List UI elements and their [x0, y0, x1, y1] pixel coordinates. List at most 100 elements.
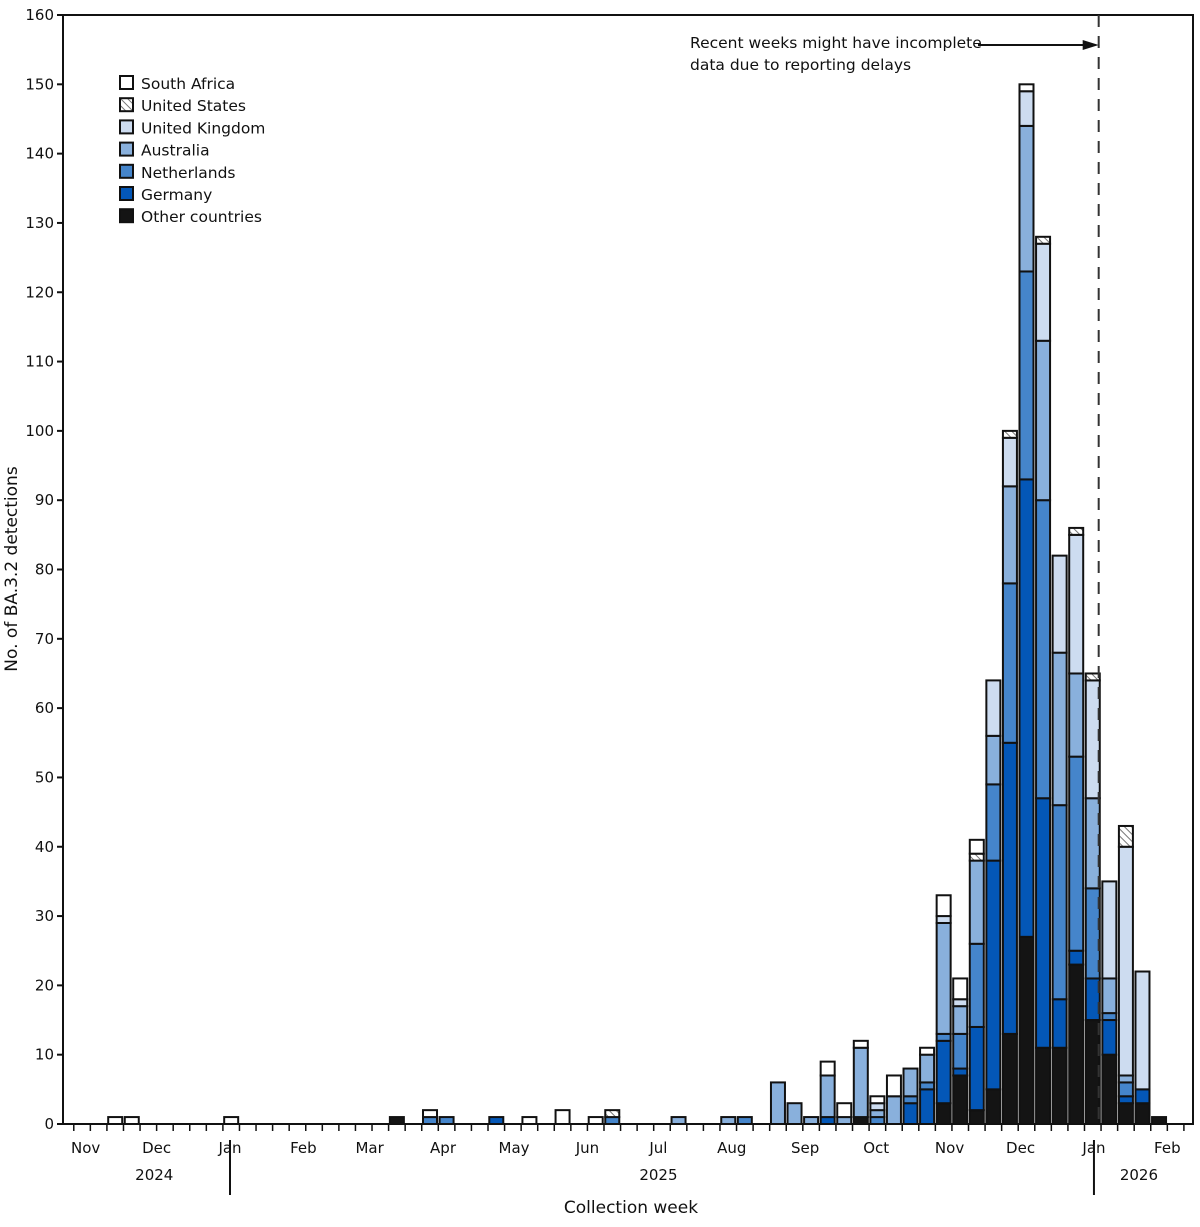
bar-segment-germany	[488, 1116, 505, 1125]
bar-segment-germany	[1035, 797, 1052, 1049]
bar-segment-other-countries	[1018, 935, 1035, 1126]
bar-segment-netherlands	[604, 1116, 621, 1125]
x-month-label: Dec	[1006, 1139, 1035, 1157]
bar-segment-netherlands	[902, 1095, 919, 1105]
bar-segment-united-kingdom	[1084, 679, 1101, 800]
y-tick-label: 160	[25, 6, 54, 24]
legend-label: South Africa	[141, 75, 235, 93]
bar-segment-australia	[836, 1116, 853, 1125]
bars	[107, 83, 1168, 1126]
bar-segment-australia	[670, 1116, 687, 1125]
bar-segment-other-countries	[968, 1109, 985, 1125]
legend-swatch	[119, 208, 134, 224]
y-tick-label: 20	[35, 976, 54, 994]
bar-segment-australia	[1035, 339, 1052, 502]
bar-segment-germany	[1101, 1019, 1118, 1056]
bar-segment-netherlands	[1035, 499, 1052, 800]
y-axis: 0 10 20 30 40 50 60 70 80 90 100 110 120 130 140 150 160	[25, 6, 63, 1133]
x-month-label: Feb	[1154, 1139, 1181, 1157]
x-month-label: Mar	[355, 1139, 384, 1157]
bar-segment-united-kingdom	[869, 1102, 886, 1112]
bar-segment-united-kingdom	[1117, 845, 1134, 1077]
bar-segment-australia	[769, 1081, 786, 1125]
bar-segment-south-africa	[968, 838, 985, 855]
bar-segment-united-states	[1068, 526, 1085, 536]
bar-segment-other-countries	[1051, 1046, 1068, 1125]
bar-segment-other-countries	[1068, 963, 1085, 1125]
x-month-label: Aug	[717, 1139, 746, 1157]
bar-segment-south-africa	[1018, 83, 1035, 93]
bar-segment-south-africa	[919, 1046, 936, 1056]
bar-segment-south-africa	[836, 1102, 853, 1119]
bar-segment-other-countries	[952, 1074, 969, 1125]
bar-segment-australia	[803, 1116, 820, 1125]
bar-segment-australia	[869, 1109, 886, 1119]
legend-label: Germany	[141, 186, 212, 204]
bar-segment-germany	[935, 1039, 952, 1105]
x-axis-title: Collection week	[564, 1198, 698, 1218]
bar-segment-netherlands	[1084, 887, 1101, 980]
bar-segment-south-africa	[422, 1109, 439, 1119]
bar-segment-united-states	[1001, 429, 1018, 439]
bar-segment-netherlands	[935, 1032, 952, 1042]
bar-segment-united-kingdom	[1101, 880, 1118, 980]
bar-segment-netherlands	[1068, 755, 1085, 952]
y-tick-label: 130	[25, 214, 54, 232]
legend-swatch	[119, 163, 134, 179]
bar-segment-united-states	[1035, 235, 1052, 245]
bar-segment-netherlands	[1051, 804, 1068, 1001]
bar-segment-south-africa	[869, 1095, 886, 1105]
annotation: Recent weeks might have incomplete data …	[690, 15, 1100, 1124]
bar-segment-other-countries	[985, 1088, 1002, 1125]
bar-segment-australia	[885, 1095, 902, 1126]
bar-segment-australia	[935, 921, 952, 1035]
bar-segment-australia	[985, 734, 1002, 786]
bar-segment-netherlands	[1101, 1012, 1118, 1022]
bar-segment-australia	[852, 1046, 869, 1119]
bar-segment-united-kingdom	[1018, 90, 1035, 127]
bar-segment-south-africa	[819, 1060, 836, 1077]
y-tick-label: 120	[25, 283, 54, 301]
bar-segment-netherlands	[952, 1032, 969, 1070]
bar-segment-australia	[1051, 651, 1068, 807]
bar-segment-united-kingdom	[1134, 970, 1151, 1091]
bar-segment-united-kingdom	[985, 679, 1002, 737]
bar-segment-other-countries	[1134, 1102, 1151, 1126]
bar-segment-australia	[786, 1102, 803, 1126]
bar-segment-other-countries	[1035, 1046, 1052, 1125]
y-tick-label: 100	[25, 422, 54, 440]
x-year-label: 2026	[1120, 1166, 1158, 1184]
x-month-label: Sep	[791, 1139, 819, 1157]
legend-swatch	[119, 186, 134, 201]
x-axis: Nov Dec Jan Feb Mar Apr May Jun Jul Aug Sep Oct Nov D…	[71, 1124, 1185, 1195]
bar-segment-australia	[1117, 1074, 1134, 1084]
bar-segment-netherlands	[869, 1116, 886, 1125]
x-month-label: Dec	[142, 1139, 171, 1157]
y-tick-label: 60	[35, 699, 54, 717]
x-month-label: Apr	[430, 1139, 457, 1157]
bar-segment-netherlands	[438, 1116, 455, 1125]
bar-segment-united-states	[1117, 824, 1134, 848]
y-axis-title: No. of BA.3.2 detections	[2, 466, 22, 672]
legend: South Africa United States United Kingdom A…	[119, 75, 265, 226]
y-tick-label: 30	[35, 907, 54, 925]
bar-segment-australia	[1084, 797, 1101, 890]
bar-segment-germany	[985, 859, 1002, 1091]
bar-segment-south-africa	[587, 1116, 604, 1125]
legend-swatch	[119, 75, 134, 90]
legend-swatch	[119, 141, 134, 157]
bar-segment-germany	[952, 1067, 969, 1077]
y-tick-label: 90	[35, 491, 54, 509]
bar-segment-germany	[819, 1116, 836, 1125]
annotation-line-2: data due to reporting delays	[690, 56, 911, 74]
bar-segment-germany	[919, 1088, 936, 1125]
bar-segment-south-africa	[952, 977, 969, 1001]
bar-segment-netherlands	[736, 1116, 753, 1125]
x-month-label: May	[499, 1139, 530, 1157]
bar-segment-australia	[952, 1005, 969, 1035]
bar-segment-united-kingdom	[1068, 533, 1085, 675]
x-month-label: Nov	[935, 1139, 964, 1157]
x-year-label: 2024	[135, 1166, 173, 1184]
legend-label: Netherlands	[141, 164, 235, 182]
